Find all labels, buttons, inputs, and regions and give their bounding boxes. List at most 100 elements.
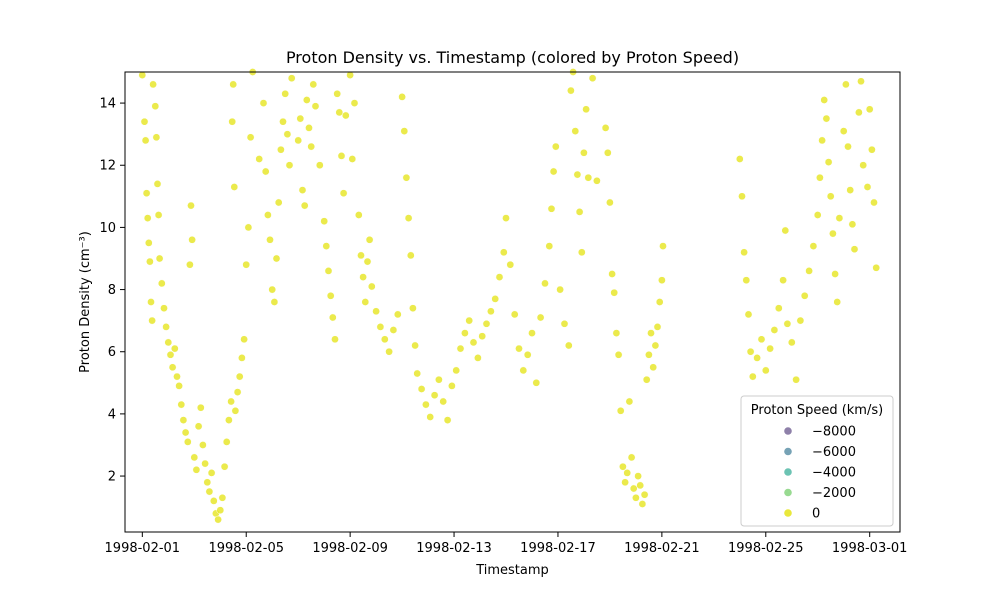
data-point <box>385 347 393 356</box>
data-point <box>188 235 196 244</box>
legend-marker <box>784 427 792 435</box>
y-axis-title: Proton Density (cm⁻³) <box>78 231 93 373</box>
data-point <box>315 161 324 170</box>
data-point <box>499 248 508 257</box>
y-tick-label: 12 <box>99 159 116 174</box>
data-point <box>835 214 844 222</box>
data-point <box>413 369 422 378</box>
data-point <box>222 438 231 446</box>
data-point <box>230 183 239 191</box>
data-point <box>608 270 616 278</box>
data-point <box>580 148 588 157</box>
data-point <box>461 329 469 337</box>
legend-marker <box>784 447 792 456</box>
data-point <box>659 242 667 250</box>
data-point <box>389 326 398 334</box>
data-point <box>266 235 274 244</box>
data-point <box>606 198 614 207</box>
data-point <box>577 248 586 257</box>
data-point <box>207 469 216 477</box>
data-point <box>465 316 474 325</box>
data-point <box>818 136 826 145</box>
data-point <box>870 198 878 207</box>
data-point <box>225 416 233 424</box>
data-point <box>216 506 225 515</box>
data-point <box>770 326 779 334</box>
data-point <box>186 260 194 269</box>
data-point <box>482 319 491 328</box>
data-point <box>523 350 532 359</box>
data-point <box>616 406 625 415</box>
data-point <box>138 71 147 79</box>
data-point <box>205 487 214 496</box>
data-point <box>333 89 342 98</box>
data-point <box>435 375 443 384</box>
data-point <box>582 105 590 114</box>
data-point <box>305 124 313 132</box>
data-point <box>859 161 868 170</box>
data-point <box>515 344 523 353</box>
data-point <box>331 335 339 344</box>
y-tick-label: 14 <box>99 97 116 112</box>
data-point <box>753 354 761 362</box>
legend-title: Proton Speed (km/s) <box>751 403 883 418</box>
data-point <box>335 108 344 117</box>
data-point <box>152 133 161 142</box>
y-tick-label: 6 <box>108 345 116 360</box>
data-point <box>201 459 209 468</box>
data-point <box>519 366 528 375</box>
x-tick-label: 1998-02-09 <box>312 541 388 556</box>
data-point <box>612 329 621 337</box>
data-point <box>183 438 192 446</box>
data-point <box>255 155 264 163</box>
data-point <box>816 173 824 182</box>
data-point <box>146 257 154 266</box>
data-point <box>822 114 831 123</box>
data-point <box>638 500 647 508</box>
data-point <box>839 127 848 135</box>
data-point <box>144 239 153 247</box>
data-point <box>283 130 292 139</box>
data-point <box>502 214 510 222</box>
data-point <box>636 481 645 490</box>
x-tick-label: 1998-03-01 <box>832 541 908 556</box>
data-point <box>621 478 629 487</box>
data-point <box>261 167 270 176</box>
data-point <box>398 93 406 101</box>
data-point <box>372 307 380 316</box>
data-point <box>151 102 160 111</box>
data-point <box>744 310 753 319</box>
plot-frame <box>124 71 901 533</box>
data-point <box>277 145 285 154</box>
data-point <box>813 211 822 219</box>
data-point <box>567 86 575 95</box>
scatter-points <box>138 68 881 524</box>
data-point <box>404 214 413 222</box>
data-point <box>746 347 755 356</box>
data-point <box>443 416 452 424</box>
data-point <box>196 403 205 412</box>
legend-label: −4000 <box>812 466 856 481</box>
legend: Proton Speed (km/s) −8000 −6000 −4000 −2000… <box>740 395 894 527</box>
data-point <box>287 74 296 83</box>
data-point <box>430 391 439 400</box>
data-point <box>571 127 580 135</box>
data-point <box>634 472 642 480</box>
data-point <box>268 285 277 294</box>
chart-title: Proton Density vs. Timestamp (colored by… <box>286 48 739 67</box>
data-point <box>855 108 863 117</box>
x-tick-label: 1998-02-13 <box>416 541 492 556</box>
data-point <box>240 335 248 344</box>
data-point <box>166 350 175 359</box>
data-point <box>209 497 218 505</box>
data-point <box>735 155 744 163</box>
x-tick-label: 1998-02-21 <box>624 541 700 556</box>
data-point <box>487 307 495 316</box>
data-point <box>863 183 872 191</box>
data-point <box>270 298 279 306</box>
legend-label: −8000 <box>812 425 856 440</box>
data-point <box>805 267 813 275</box>
y-tick-label: 8 <box>108 283 116 298</box>
data-point <box>651 341 660 350</box>
